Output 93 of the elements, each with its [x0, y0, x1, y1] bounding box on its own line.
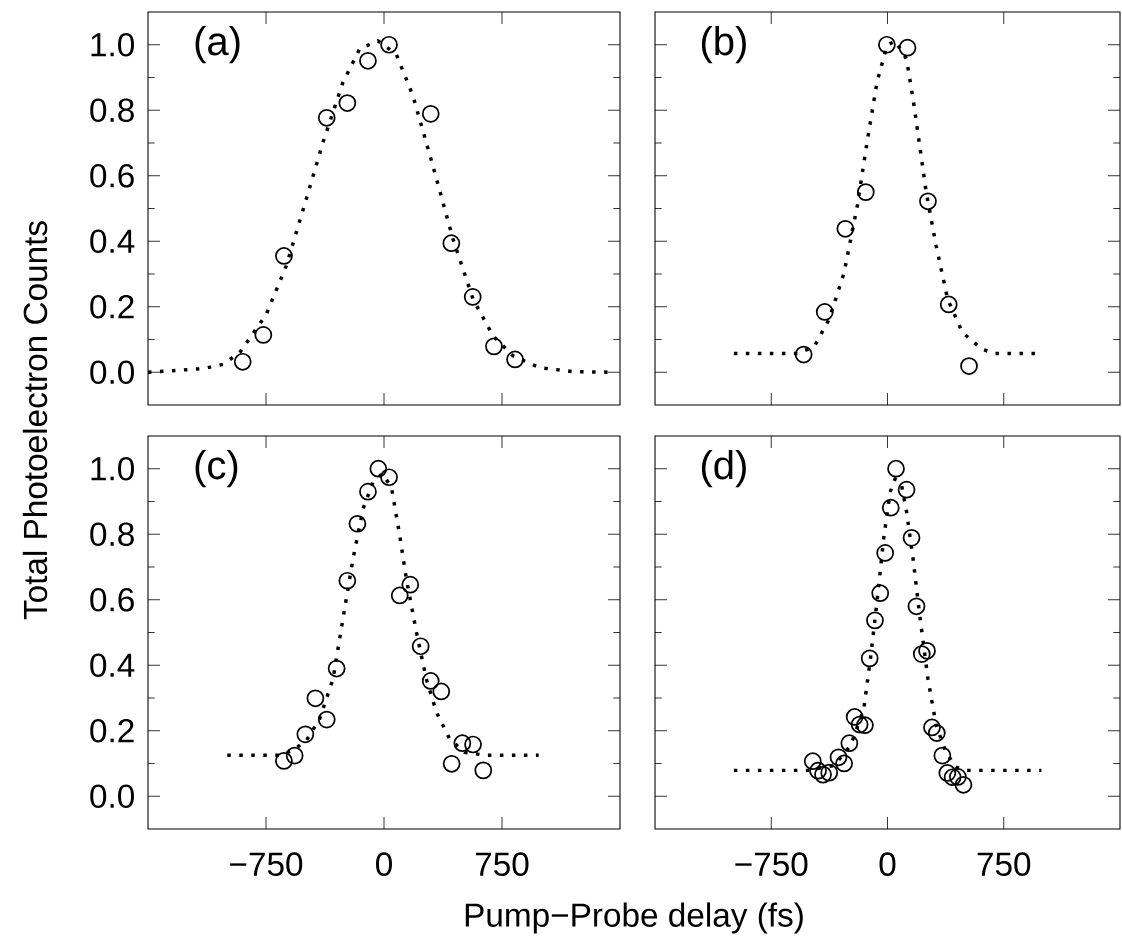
y-tick-label: 0.6	[90, 163, 134, 188]
point	[809, 761, 827, 780]
point	[856, 716, 874, 735]
y-tick-label: 0.6	[90, 587, 134, 612]
point	[463, 288, 482, 306]
point	[421, 104, 440, 123]
annotation: (d)	[701, 450, 746, 488]
point	[254, 326, 273, 344]
point	[275, 247, 293, 265]
point	[878, 35, 896, 54]
point	[907, 597, 926, 616]
x-tick-label: 0	[879, 852, 896, 876]
y-tick-label: 1.0	[91, 32, 134, 57]
point	[881, 498, 900, 517]
point	[927, 724, 946, 742]
y-tick-label: 0.4	[90, 653, 135, 678]
point	[464, 735, 482, 754]
point	[897, 480, 916, 499]
point	[296, 725, 315, 744]
point	[327, 659, 346, 678]
y-tick-label: 0.0	[90, 784, 134, 809]
point	[390, 586, 409, 605]
point	[411, 637, 430, 656]
point	[442, 754, 461, 773]
y-tick-label: 0.2	[90, 718, 134, 743]
point	[474, 761, 493, 780]
point	[369, 459, 388, 478]
point	[820, 763, 839, 782]
point	[317, 108, 336, 127]
point	[815, 303, 834, 321]
x-axis-title: Pump−Probe delay (fs)	[465, 902, 803, 934]
point	[275, 752, 293, 770]
point	[814, 765, 832, 784]
point	[338, 571, 357, 590]
point	[829, 748, 848, 767]
point	[850, 715, 869, 734]
point	[856, 183, 875, 201]
point	[943, 768, 962, 787]
point	[442, 234, 461, 253]
point	[845, 708, 864, 726]
point	[803, 752, 822, 771]
point	[912, 645, 931, 663]
point	[871, 584, 890, 603]
y-axis-title: Total Photoelectron Counts	[22, 221, 48, 620]
point	[338, 94, 357, 112]
point	[285, 746, 304, 765]
point	[898, 38, 917, 57]
point	[939, 295, 958, 314]
y-tick-label: 0.0	[90, 360, 134, 385]
annotation: (c)	[195, 450, 238, 488]
x-tick-label: −750	[735, 852, 808, 876]
point	[954, 775, 973, 794]
point	[348, 514, 367, 533]
point	[359, 51, 377, 70]
y-tick-label: 0.2	[90, 294, 134, 319]
point	[866, 611, 884, 630]
point	[840, 734, 859, 753]
point	[919, 192, 937, 211]
point	[380, 468, 398, 487]
annotation: (a)	[195, 26, 240, 64]
point	[923, 718, 941, 737]
point	[902, 528, 921, 547]
point	[918, 641, 936, 660]
point	[794, 345, 813, 364]
point	[317, 710, 336, 729]
point	[836, 219, 855, 238]
point	[485, 337, 503, 356]
x-tick-label: 750	[475, 852, 529, 876]
x-tick-label: 0	[376, 852, 392, 876]
point	[887, 459, 905, 478]
annotation: (b)	[701, 26, 746, 64]
point	[860, 649, 879, 668]
y-tick-label: 0.4	[90, 229, 135, 254]
point	[933, 746, 952, 765]
point	[233, 352, 252, 371]
y-tick-label: 0.8	[90, 522, 134, 547]
point	[421, 672, 440, 690]
point	[949, 768, 967, 786]
point	[380, 35, 398, 54]
x-tick-label: 750	[977, 852, 1031, 876]
point	[876, 544, 895, 562]
point	[306, 689, 325, 708]
point	[960, 357, 978, 375]
x-tick-label: −750	[230, 852, 303, 876]
point	[401, 575, 420, 594]
point	[835, 754, 853, 773]
y-tick-label: 0.8	[90, 98, 134, 123]
point	[506, 350, 524, 369]
point	[359, 482, 377, 501]
point	[938, 764, 957, 782]
y-tick-label: 1.0	[91, 456, 134, 481]
point	[432, 682, 451, 701]
point	[453, 734, 472, 753]
